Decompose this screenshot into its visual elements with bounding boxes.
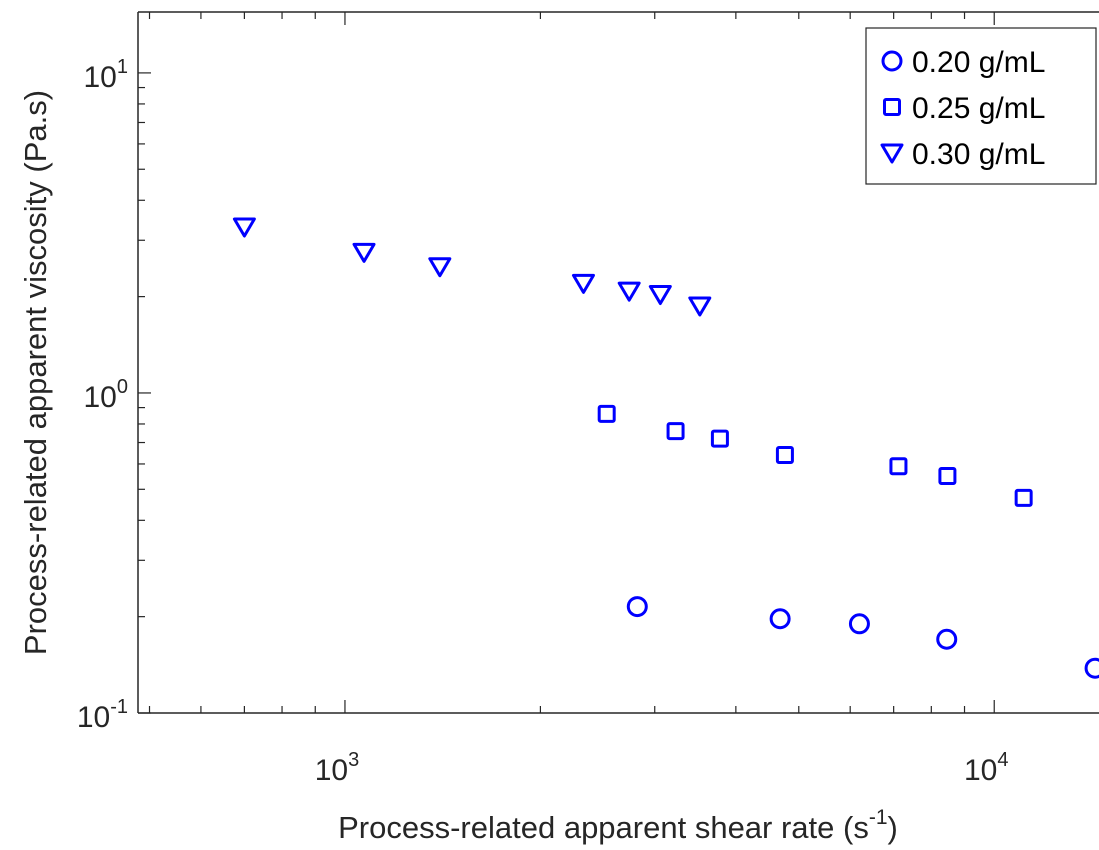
axes [137, 11, 1099, 714]
y-tick-label-base: 10 [84, 381, 117, 414]
data-point-triangle-down [617, 281, 641, 302]
data-point-circle [936, 628, 958, 650]
series-square [597, 404, 1033, 507]
y-tick-label: 100 [84, 376, 129, 414]
y-tick-label-exp: 1 [117, 56, 128, 78]
series-triangle-down [232, 217, 712, 317]
data-point-square [597, 404, 616, 423]
data-point-square [1014, 488, 1033, 507]
legend-entry: 0.20 g/mL [912, 46, 1045, 79]
x-tick-label: 104 [964, 749, 1009, 787]
data-point-square [938, 467, 957, 486]
x-tick-label-exp: 3 [348, 749, 359, 771]
y-axis-label: Process-related apparent viscosity (Pa.s… [18, 90, 53, 655]
data-point-triangle-down [428, 257, 452, 278]
markers [232, 217, 1099, 679]
legend-entry: 0.25 g/mL [912, 92, 1045, 125]
data-point-circle [1084, 657, 1099, 679]
axis-labels: Process-related apparent shear rate (s-1… [18, 90, 898, 845]
data-point-triangle-down [232, 217, 256, 238]
legend-marker-triangle-down [880, 143, 904, 164]
x-axis-label-exp: -1 [869, 806, 888, 829]
series-circle [626, 596, 1099, 679]
y-tick-label: 10-1 [77, 696, 128, 734]
data-point-square [666, 422, 685, 441]
legend-box [865, 27, 1097, 185]
x-tick-label-exp: 4 [997, 749, 1008, 771]
ticks [138, 12, 995, 714]
data-point-circle [769, 608, 791, 630]
data-point-square [775, 445, 794, 464]
y-tick-label-exp: 0 [117, 376, 128, 398]
y-tick-label-base: 10 [77, 701, 110, 734]
data-point-triangle-down [571, 273, 595, 294]
data-point-triangle-down [688, 296, 712, 317]
x-tick-label-base: 10 [315, 754, 348, 787]
x-axis-label-text: Process-related apparent shear rate (s [338, 810, 869, 845]
x-axis-label-tail: ) [888, 810, 898, 845]
legend-marker-square [883, 98, 901, 116]
data-point-triangle-down [648, 285, 672, 306]
data-point-square [889, 457, 908, 476]
data-point-triangle-down [352, 242, 376, 263]
legend: 0.20 g/mL 0.25 g/mL 0.30 g/mL [865, 27, 1097, 185]
data-point-circle [848, 613, 870, 635]
y-tick-label-exp: -1 [110, 696, 128, 718]
data-point-circle [626, 596, 648, 618]
legend-entry: 0.30 g/mL [912, 138, 1045, 171]
x-tick-label-base: 10 [964, 754, 997, 787]
x-tick-label: 103 [315, 749, 360, 787]
x-axis-label: Process-related apparent shear rate (s-1… [338, 806, 898, 845]
legend-marker-circle [881, 50, 903, 72]
y-tick-label: 101 [84, 56, 129, 94]
y-tick-label-base: 10 [84, 61, 117, 94]
data-point-square [710, 429, 729, 448]
